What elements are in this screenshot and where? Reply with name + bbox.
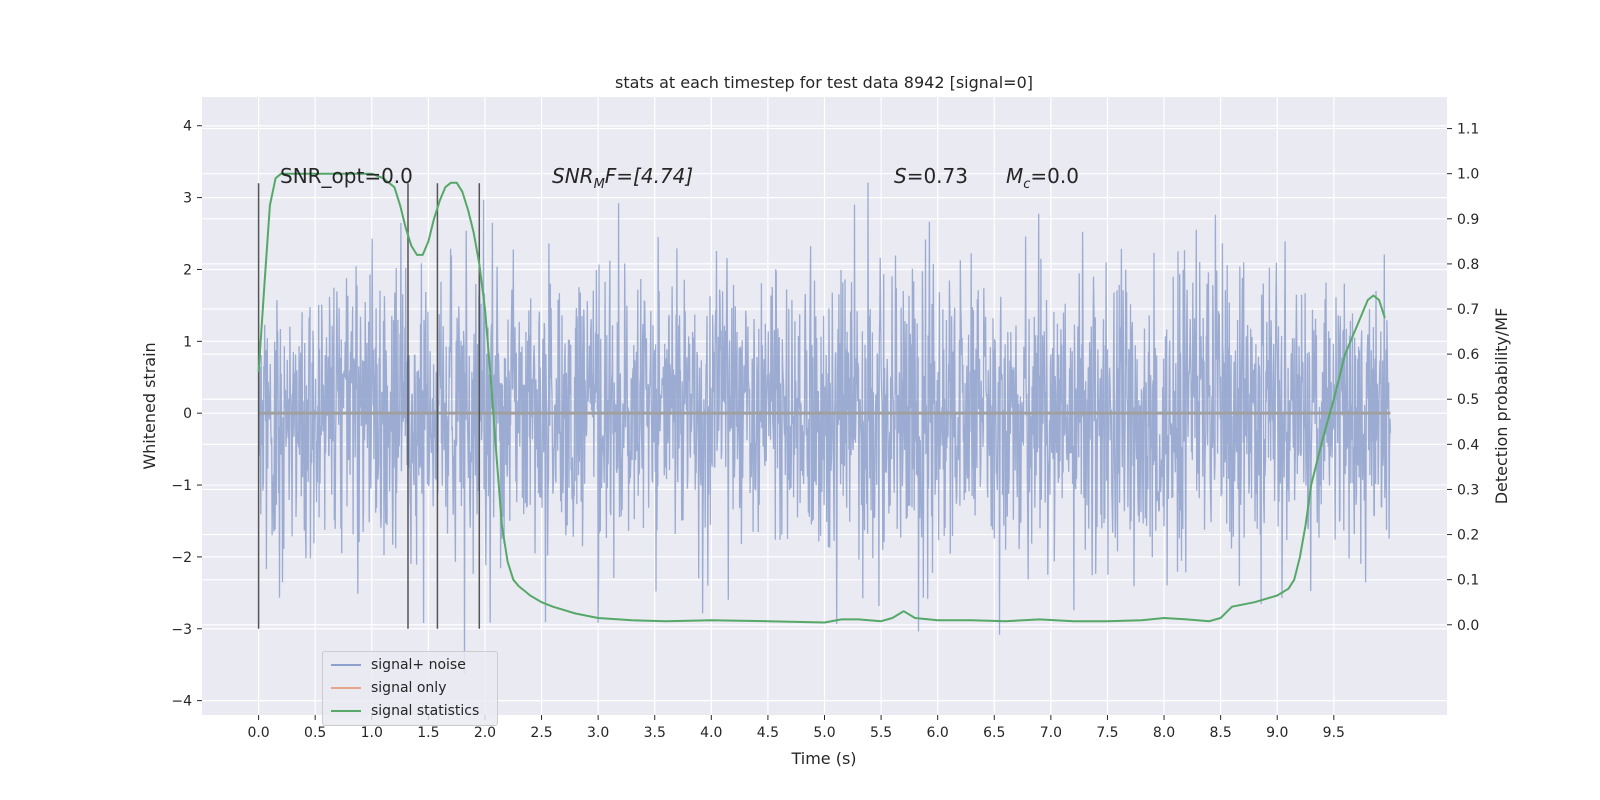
y-tick-label: −2	[171, 550, 192, 566]
x-tick-label: 9.0	[1266, 725, 1288, 741]
legend-swatch-signal-noise	[331, 664, 361, 666]
snr-mf-rest: F=[4.74]	[604, 164, 694, 188]
y-tick-labels: −4 −3 −2 −1 0 1 2 3 4	[171, 119, 202, 710]
y-tick-label: 4	[183, 119, 192, 135]
legend-item-signal-only: signal only	[331, 678, 446, 698]
x-tick-label: 2.0	[474, 725, 496, 741]
s-value: =0.73	[906, 164, 968, 188]
x-axis-label: Time (s)	[790, 749, 856, 768]
snr-mf-subscript: M	[593, 177, 605, 192]
y-tick-label: 0	[183, 406, 192, 422]
right-y-tick-label: 0.8	[1457, 257, 1479, 273]
right-y-tick-label: 0.7	[1457, 302, 1479, 318]
legend-label-signal-noise: signal+ noise	[371, 657, 466, 673]
x-tick-labels: 0.0 0.5 1.0 1.5 2.0 2.5 3.0 3.5 4.0 4.5 5.0 5.5 6.0 6…	[247, 715, 1345, 741]
x-tick-label: 3.5	[644, 725, 666, 741]
s-annotation: S=0.73	[894, 164, 968, 188]
right-y-tick-labels: 0.0 0.1 0.2 0.3 0.4 0.5 0.6 0.7 0.8 0.9 1.0 1.1	[1447, 122, 1479, 634]
right-y-tick-label: 0.4	[1457, 437, 1479, 453]
y-axis-label: Whitened strain	[140, 342, 159, 469]
mc-value: =0.0	[1030, 164, 1079, 188]
x-tick-label: 1.5	[417, 725, 439, 741]
s-label: S	[894, 164, 907, 188]
x-tick-label: 3.0	[587, 725, 609, 741]
right-y-tick-label: 0.1	[1457, 573, 1479, 589]
x-tick-label: 9.5	[1323, 725, 1345, 741]
x-tick-label: 4.0	[700, 725, 722, 741]
snr-mf-label: SNR	[552, 164, 594, 188]
vertical-markers	[257, 183, 481, 629]
legend-swatch-signal-statistics	[331, 710, 361, 712]
legend-swatch-signal-only	[331, 687, 361, 689]
y-tick-label: 3	[183, 191, 192, 207]
right-y-tick-label: 0.5	[1457, 392, 1479, 408]
legend-label-signal-statistics: signal statistics	[371, 703, 480, 719]
signal-statistics-series	[257, 172, 1386, 624]
x-tick-label: 8.5	[1210, 725, 1232, 741]
snr-opt-annotation: SNR_opt=0.0	[280, 164, 413, 188]
x-tick-label: 5.0	[813, 725, 835, 741]
mc-label: M	[1006, 164, 1024, 188]
right-y-tick-label: 0.6	[1457, 347, 1479, 363]
right-y-tick-label: 1.1	[1457, 122, 1479, 138]
snr-mf-annotation: SNRMF=[4.74]	[552, 164, 693, 192]
x-tick-label: 7.0	[1040, 725, 1062, 741]
legend-item-signal-statistics: signal statistics	[331, 701, 479, 721]
right-y-axis-label: Detection probability/MF	[1492, 308, 1511, 505]
x-tick-label: 2.5	[530, 725, 552, 741]
mc-subscript: c	[1023, 177, 1031, 192]
x-tick-label: 0.5	[304, 725, 326, 741]
right-y-tick-label: 1.0	[1457, 167, 1479, 183]
x-tick-label: 0.0	[247, 725, 269, 741]
right-y-tick-label: 0.0	[1457, 618, 1479, 634]
y-tick-label: −1	[171, 478, 192, 494]
x-tick-label: 7.5	[1096, 725, 1118, 741]
right-y-tick-label: 0.9	[1457, 212, 1479, 228]
legend-label-signal-only: signal only	[371, 680, 447, 696]
legend-item-signal-noise: signal+ noise	[331, 655, 466, 675]
right-y-tick-label: 0.2	[1457, 528, 1479, 544]
x-tick-label: 6.5	[983, 725, 1005, 741]
signal-noise-line	[257, 182, 1392, 674]
signal-noise-series	[257, 182, 1392, 674]
x-tick-label: 5.5	[870, 725, 892, 741]
right-y-tick-label: 0.3	[1457, 482, 1479, 498]
y-tick-label: 2	[183, 262, 192, 278]
y-tick-label: 1	[183, 334, 192, 350]
chart-legend: signal+ noise signal only signal statist…	[322, 651, 498, 726]
signal-statistics-line	[257, 172, 1386, 624]
y-tick-label: −3	[171, 622, 192, 638]
x-tick-label: 4.5	[757, 725, 779, 741]
x-tick-label: 8.0	[1153, 725, 1175, 741]
chart-title: stats at each timestep for test data 894…	[615, 73, 1033, 92]
x-tick-label: 1.0	[361, 725, 383, 741]
mc-annotation: Mc=0.0	[1006, 164, 1079, 192]
y-tick-label: −4	[171, 694, 192, 710]
x-tick-label: 6.0	[927, 725, 949, 741]
